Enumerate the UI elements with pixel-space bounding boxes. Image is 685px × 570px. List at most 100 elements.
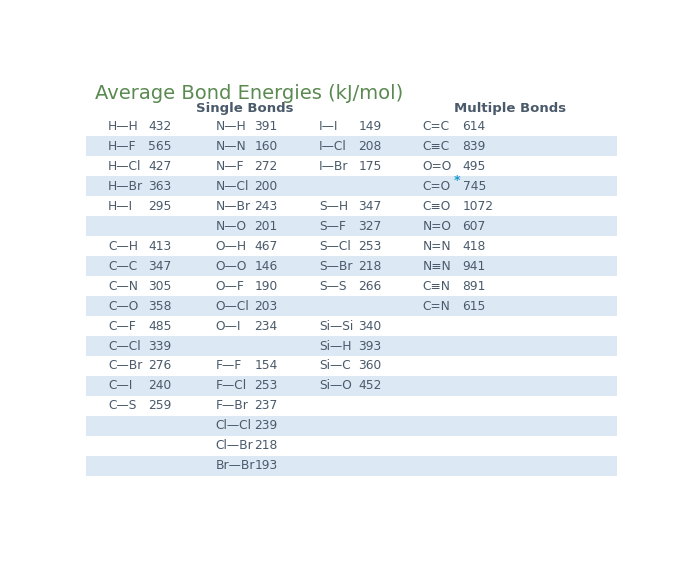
Text: 1072: 1072 xyxy=(462,200,494,213)
Text: 272: 272 xyxy=(254,160,277,173)
Text: H—Br: H—Br xyxy=(108,180,143,193)
Text: 363: 363 xyxy=(148,180,171,193)
Text: C—H: C—H xyxy=(108,239,138,253)
Text: N—F: N—F xyxy=(216,160,244,173)
Text: 485: 485 xyxy=(148,320,172,332)
Text: N—O: N—O xyxy=(216,219,247,233)
Text: S—Br: S—Br xyxy=(319,259,353,272)
Text: Single Bonds: Single Bonds xyxy=(196,102,294,115)
Text: 339: 339 xyxy=(148,340,171,352)
Text: Si—C: Si—C xyxy=(319,360,351,372)
Text: N=N: N=N xyxy=(423,239,451,253)
Text: 340: 340 xyxy=(358,320,382,332)
Text: 347: 347 xyxy=(148,259,171,272)
Text: Multiple Bonds: Multiple Bonds xyxy=(454,102,566,115)
Text: 607: 607 xyxy=(462,219,486,233)
Text: S—H: S—H xyxy=(319,200,349,213)
Text: 467: 467 xyxy=(254,239,277,253)
Text: 614: 614 xyxy=(462,120,486,133)
Text: S—S: S—S xyxy=(319,280,347,292)
Text: 360: 360 xyxy=(358,360,382,372)
Text: C—I: C—I xyxy=(108,380,132,392)
Text: 565: 565 xyxy=(148,140,172,153)
Text: C—Cl: C—Cl xyxy=(108,340,140,352)
Text: Average Bond Energies (kJ/mol): Average Bond Energies (kJ/mol) xyxy=(95,84,403,103)
Text: Si—O: Si—O xyxy=(319,380,352,392)
Text: I—Br: I—Br xyxy=(319,160,349,173)
Text: 193: 193 xyxy=(254,459,277,473)
Text: 234: 234 xyxy=(254,320,277,332)
Text: 941: 941 xyxy=(462,259,486,272)
Text: 208: 208 xyxy=(358,140,382,153)
Text: 452: 452 xyxy=(358,380,382,392)
Text: F—F: F—F xyxy=(216,360,242,372)
Text: 160: 160 xyxy=(254,140,277,153)
Text: Cl—Cl: Cl—Cl xyxy=(216,420,251,433)
Bar xyxy=(86,296,616,316)
Text: N=O: N=O xyxy=(423,219,451,233)
Text: 358: 358 xyxy=(148,300,172,312)
Text: O—O: O—O xyxy=(216,259,247,272)
Text: 391: 391 xyxy=(254,120,277,133)
Text: O—H: O—H xyxy=(216,239,247,253)
Text: 891: 891 xyxy=(462,280,486,292)
Text: N—Cl: N—Cl xyxy=(216,180,249,193)
Text: 495: 495 xyxy=(462,160,486,173)
Text: C=N: C=N xyxy=(423,300,451,312)
Text: F—Cl: F—Cl xyxy=(216,380,247,392)
Text: 347: 347 xyxy=(358,200,382,213)
Text: 253: 253 xyxy=(254,380,278,392)
Text: I—Cl: I—Cl xyxy=(319,140,347,153)
Text: C—Br: C—Br xyxy=(108,360,142,372)
Text: 154: 154 xyxy=(254,360,278,372)
Text: N—H: N—H xyxy=(216,120,247,133)
Text: 149: 149 xyxy=(358,120,382,133)
Text: 413: 413 xyxy=(148,239,171,253)
Text: 393: 393 xyxy=(358,340,382,352)
Text: F—Br: F—Br xyxy=(216,400,249,413)
Text: 615: 615 xyxy=(462,300,486,312)
Text: O—F: O—F xyxy=(216,280,245,292)
Text: 418: 418 xyxy=(462,239,486,253)
Text: C—C: C—C xyxy=(108,259,137,272)
Text: O=O: O=O xyxy=(423,160,452,173)
Text: 218: 218 xyxy=(358,259,382,272)
Bar xyxy=(86,456,616,476)
Text: N≡N: N≡N xyxy=(423,259,451,272)
Text: N—N: N—N xyxy=(216,140,247,153)
Text: H—Cl: H—Cl xyxy=(108,160,141,173)
Text: 239: 239 xyxy=(254,420,277,433)
Text: 305: 305 xyxy=(148,280,172,292)
Bar xyxy=(86,336,616,356)
Text: C≡N: C≡N xyxy=(423,280,451,292)
Text: 745: 745 xyxy=(462,180,486,193)
Bar xyxy=(86,256,616,276)
Text: 240: 240 xyxy=(148,380,171,392)
Text: 295: 295 xyxy=(148,200,172,213)
Text: C≡C: C≡C xyxy=(423,140,450,153)
Text: O—Cl: O—Cl xyxy=(216,300,249,312)
Text: C=O: C=O xyxy=(423,180,451,193)
Text: H—F: H—F xyxy=(108,140,136,153)
Text: 276: 276 xyxy=(148,360,171,372)
Text: 175: 175 xyxy=(358,160,382,173)
Text: Br—Br: Br—Br xyxy=(216,459,256,473)
Text: C≡O: C≡O xyxy=(423,200,451,213)
Text: S—Cl: S—Cl xyxy=(319,239,351,253)
Text: N—Br: N—Br xyxy=(216,200,251,213)
Text: H—I: H—I xyxy=(108,200,133,213)
Text: H—H: H—H xyxy=(108,120,138,133)
Bar xyxy=(86,136,616,156)
Text: 253: 253 xyxy=(358,239,382,253)
Bar xyxy=(86,376,616,396)
Text: *: * xyxy=(453,174,460,187)
Text: C—S: C—S xyxy=(108,400,136,413)
Text: 200: 200 xyxy=(254,180,277,193)
Text: 237: 237 xyxy=(254,400,277,413)
Text: C—O: C—O xyxy=(108,300,138,312)
Text: C—N: C—N xyxy=(108,280,138,292)
Text: 203: 203 xyxy=(254,300,277,312)
Text: 427: 427 xyxy=(148,160,171,173)
Text: 432: 432 xyxy=(148,120,171,133)
Text: Si—Si: Si—Si xyxy=(319,320,353,332)
